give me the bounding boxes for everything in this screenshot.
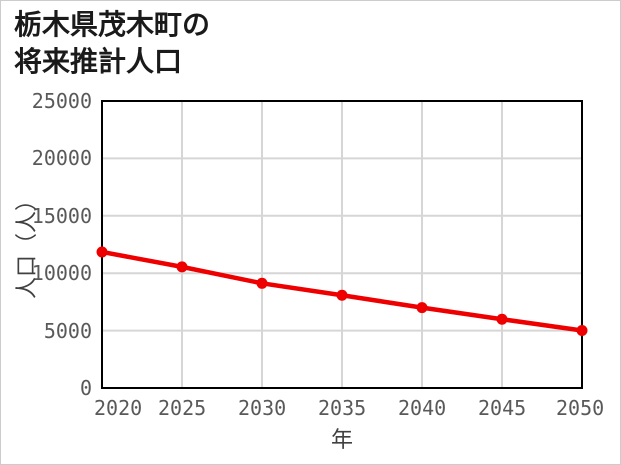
- chart-title-line1: 栃木県茂木町の: [14, 9, 211, 40]
- data-point-marker: [576, 324, 588, 336]
- x-tick-label: 2030: [238, 396, 287, 420]
- data-point-marker: [416, 302, 428, 314]
- data-point-marker: [336, 289, 348, 301]
- y-tick-label: 25000: [31, 89, 92, 113]
- y-tick-label: 20000: [31, 146, 92, 171]
- chart-title: 栃木県茂木町の 将来推計人口: [14, 6, 210, 80]
- data-point-marker: [96, 246, 108, 258]
- x-tick-label: 2045: [478, 396, 527, 420]
- data-point-marker: [176, 261, 188, 273]
- data-point-marker: [256, 277, 268, 289]
- plot-border: [101, 100, 583, 389]
- chart-title-line2: 将来推計人口: [14, 46, 183, 77]
- x-tick-label: 2050: [556, 396, 605, 420]
- data-point-marker: [496, 313, 508, 325]
- y-tick-label: 10000: [31, 261, 92, 286]
- y-axis-title: 人口（人）: [14, 188, 39, 300]
- y-tick-label: 0: [79, 376, 92, 400]
- x-axis-title: 年: [330, 427, 353, 452]
- x-tick-label: 2020: [94, 396, 143, 420]
- x-tick-label: 2040: [398, 396, 447, 420]
- y-tick-label: 15000: [31, 203, 92, 228]
- x-tick-label: 2035: [318, 396, 367, 420]
- x-tick-label: 2025: [158, 396, 207, 420]
- y-tick-label: 5000: [43, 318, 92, 343]
